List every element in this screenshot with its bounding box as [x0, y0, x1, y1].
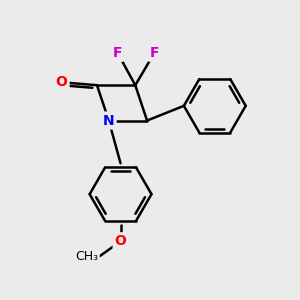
- Text: F: F: [150, 46, 159, 60]
- Text: O: O: [56, 75, 68, 89]
- Text: CH₃: CH₃: [75, 250, 98, 262]
- Text: O: O: [115, 234, 127, 248]
- Text: N: N: [103, 114, 115, 128]
- Text: F: F: [113, 46, 122, 60]
